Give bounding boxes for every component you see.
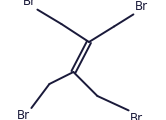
- Text: Br: Br: [17, 109, 30, 120]
- Text: Br: Br: [135, 0, 148, 13]
- Text: Br: Br: [130, 112, 143, 120]
- Text: Br: Br: [23, 0, 36, 8]
